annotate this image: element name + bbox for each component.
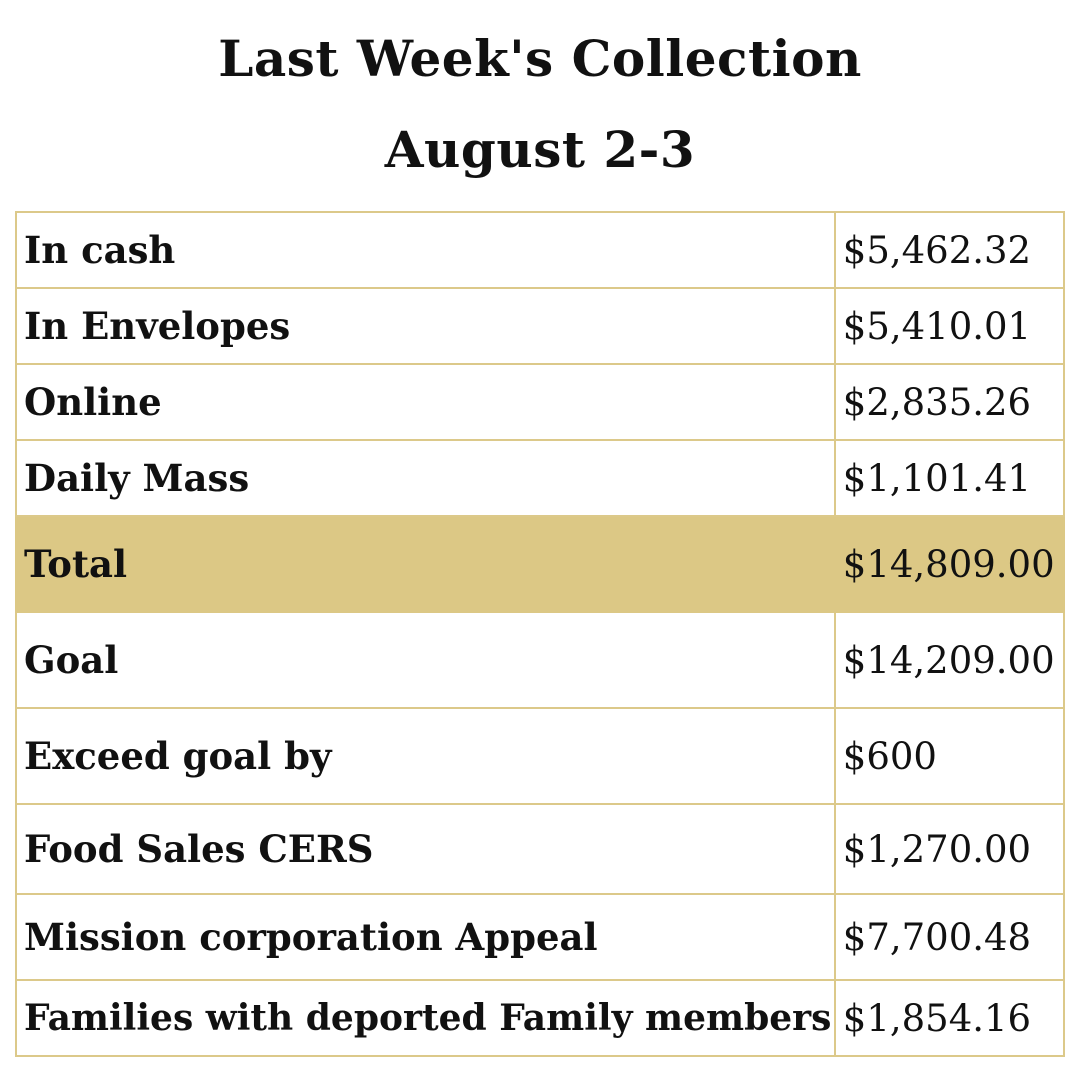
page-title: Last Week's Collection	[218, 29, 862, 88]
table-row-deported-families: Families with deported Family members $1…	[15, 979, 1066, 1057]
row-amount: $2,835.26	[833, 363, 1066, 441]
row-label: Families with deported Family members	[15, 979, 836, 1057]
table-row-total: Total $14,809.00	[15, 515, 1066, 613]
row-label: Mission corporation Appeal	[15, 893, 836, 981]
row-amount: $14,809.00	[833, 515, 1066, 613]
row-amount: $14,209.00	[833, 611, 1066, 709]
row-label: Exceed goal by	[15, 707, 836, 805]
table-row-mission-appeal: Mission corporation Appeal $7,700.48	[15, 893, 1066, 981]
collection-table: In cash $5,462.32 In Envelopes $5,410.01…	[15, 211, 1066, 1057]
row-label: In cash	[15, 211, 836, 289]
row-label: Food Sales CERS	[15, 803, 836, 895]
table-row-daily-mass: Daily Mass $1,101.41	[15, 439, 1066, 517]
row-label: Goal	[15, 611, 836, 709]
row-amount: $1,854.16	[833, 979, 1066, 1057]
row-label: Online	[15, 363, 836, 441]
table-row-goal: Goal $14,209.00	[15, 611, 1066, 709]
table-row-food-sales: Food Sales CERS $1,270.00	[15, 803, 1066, 895]
table-row-in-cash: In cash $5,462.32	[15, 211, 1066, 289]
row-amount: $600	[833, 707, 1066, 805]
table-row-in-envelopes: In Envelopes $5,410.01	[15, 287, 1066, 365]
row-amount: $5,462.32	[833, 211, 1066, 289]
table-row-online: Online $2,835.26	[15, 363, 1066, 441]
row-amount: $1,101.41	[833, 439, 1066, 517]
row-label: Daily Mass	[15, 439, 836, 517]
page-subtitle-date: August 2-3	[384, 120, 696, 179]
row-amount: $1,270.00	[833, 803, 1066, 895]
row-amount: $7,700.48	[833, 893, 1066, 981]
row-amount: $5,410.01	[833, 287, 1066, 365]
row-label: Total	[15, 515, 836, 613]
table-row-exceed-goal: Exceed goal by $600	[15, 707, 1066, 805]
row-label: In Envelopes	[15, 287, 836, 365]
